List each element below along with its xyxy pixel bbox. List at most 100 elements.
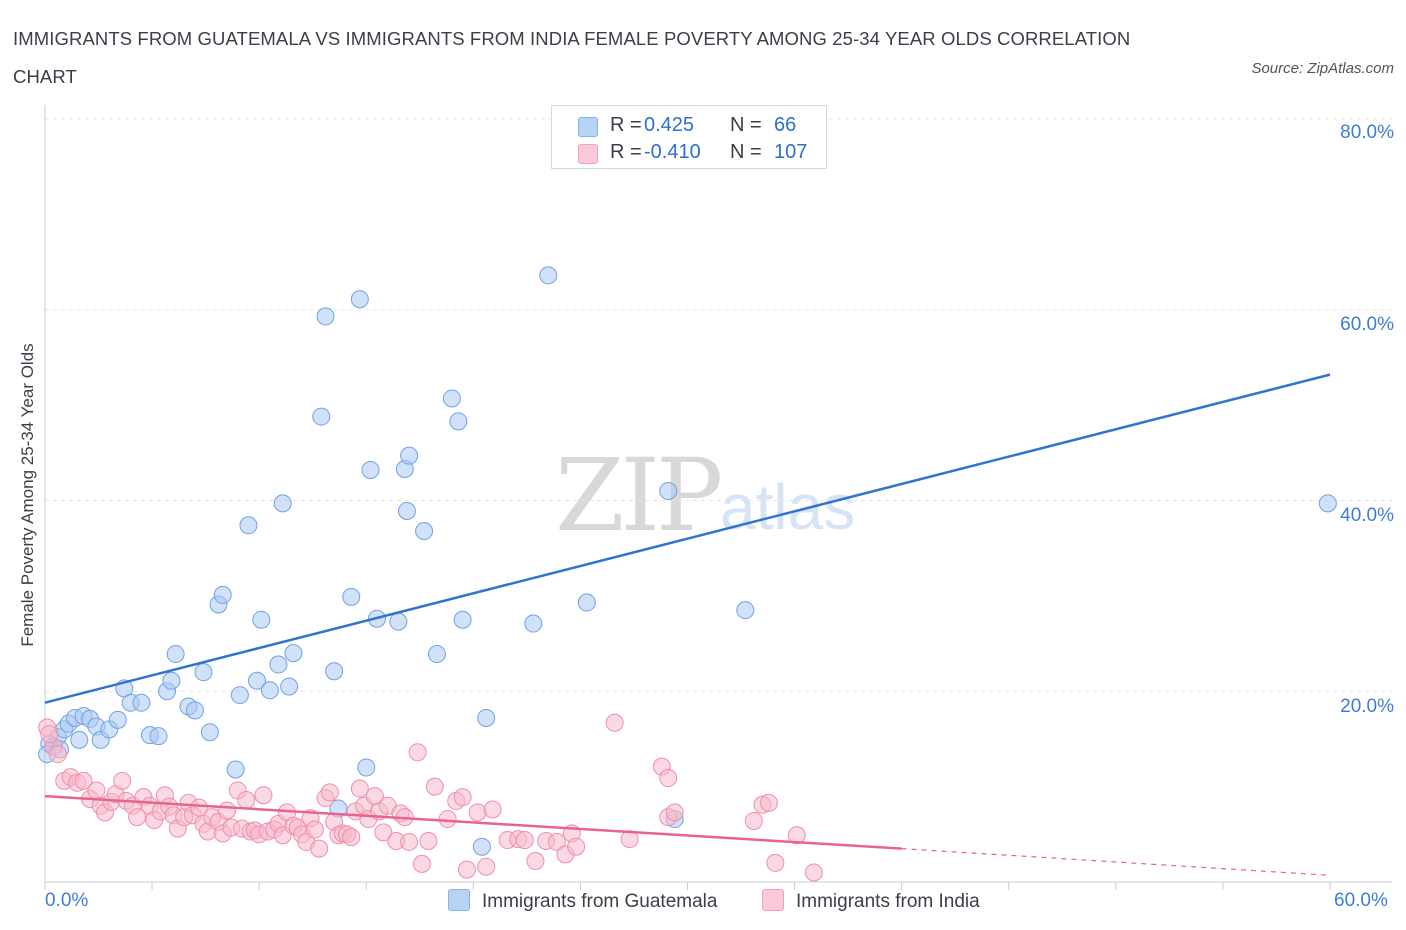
guatemala-swatch xyxy=(578,117,598,137)
india-point xyxy=(787,826,806,845)
india-point xyxy=(515,831,534,850)
guatemala-legend-label: Immigrants from Guatemala xyxy=(482,891,718,912)
guatemala-point xyxy=(577,593,596,612)
india-point xyxy=(310,839,329,858)
india-point xyxy=(605,713,624,732)
guatemala-point xyxy=(350,290,369,309)
india-point xyxy=(218,801,237,820)
india-trend-extension xyxy=(901,848,1331,876)
y-tick-label: 60.0% xyxy=(1340,314,1394,335)
guatemala-point xyxy=(472,837,491,856)
guatemala-point xyxy=(230,686,249,705)
guatemala-point xyxy=(524,614,543,633)
legend-row-india: R = -0.410 N = 107 xyxy=(552,139,826,165)
india-point xyxy=(744,811,763,830)
r-label: R = xyxy=(610,141,642,163)
guatemala-point xyxy=(248,671,267,690)
india-point xyxy=(477,857,496,876)
india-point xyxy=(804,863,823,882)
india-point xyxy=(567,837,586,856)
india-point xyxy=(419,831,438,850)
india-point xyxy=(128,808,147,827)
india-point xyxy=(547,832,566,851)
n-label: N = xyxy=(730,114,762,136)
guatemala-point xyxy=(415,522,434,541)
guatemala-point xyxy=(252,610,271,629)
guatemala-point xyxy=(316,307,335,326)
india-point xyxy=(468,803,487,822)
guatemala-point xyxy=(194,663,213,682)
chart-title: IMMIGRANTS FROM GUATEMALA VS IMMIGRANTS … xyxy=(13,28,1131,87)
guatemala-point xyxy=(389,612,408,631)
india-point xyxy=(408,743,427,762)
y-tick-label: 40.0% xyxy=(1340,505,1394,526)
india-point xyxy=(453,788,472,807)
guatemala-point xyxy=(239,516,258,535)
x-tick-label: 0.0% xyxy=(45,890,89,911)
guatemala-point xyxy=(477,708,496,727)
india-r-value: -0.410 xyxy=(644,141,701,163)
india-point xyxy=(113,771,132,790)
india-point xyxy=(48,745,67,764)
india-point xyxy=(320,783,339,802)
india-n-value: 107 xyxy=(774,141,808,163)
india-point xyxy=(305,820,324,839)
india-point xyxy=(620,830,639,849)
guatemala-n-value: 66 xyxy=(774,114,797,136)
guatemala-point xyxy=(70,730,89,749)
india-point xyxy=(438,810,457,829)
guatemala-point xyxy=(342,587,361,606)
india-point xyxy=(412,854,431,873)
guatemala-point xyxy=(539,266,558,285)
legend-row-guatemala: R = 0.425 N = 66 xyxy=(552,112,826,138)
guatemala-point xyxy=(132,693,151,712)
india-point xyxy=(665,803,684,822)
india-point xyxy=(759,793,778,812)
india-point xyxy=(254,786,273,805)
india-point xyxy=(457,860,476,879)
guatemala-trend-line xyxy=(44,373,1331,704)
r-label: R = xyxy=(610,114,642,136)
guatemala-point xyxy=(166,645,185,664)
watermark-zip: ZIP xyxy=(555,437,723,554)
india-legend-swatch xyxy=(762,889,784,911)
guatemala-point xyxy=(280,677,299,696)
guatemala-point xyxy=(162,671,181,690)
guatemala-point xyxy=(325,662,344,681)
guatemala-point xyxy=(736,601,755,620)
india-point xyxy=(425,777,444,796)
guatemala-point xyxy=(200,723,219,742)
guatemala-point xyxy=(312,407,331,426)
guatemala-point xyxy=(361,460,380,479)
india-point xyxy=(87,781,106,800)
india-trend-line xyxy=(44,794,902,850)
guatemala-point xyxy=(269,655,288,674)
y-tick-label: 80.0% xyxy=(1340,122,1394,143)
india-point xyxy=(526,852,545,871)
y-tick-label: 20.0% xyxy=(1340,696,1394,717)
bottom-legend-guatemala: Immigrants from Guatemala xyxy=(448,889,717,913)
guatemala-point xyxy=(442,389,461,408)
guatemala-point xyxy=(453,610,472,629)
guatemala-point xyxy=(149,727,168,746)
guatemala-point xyxy=(108,710,127,729)
x-tick-label: 60.0% xyxy=(1334,890,1388,911)
india-point xyxy=(342,828,361,847)
guatemala-point xyxy=(284,644,303,663)
guatemala-point xyxy=(659,481,678,500)
guatemala-point xyxy=(427,645,446,664)
india-point xyxy=(40,725,59,744)
y-axis-label: Female Poverty Among 25-34 Year Olds xyxy=(18,343,37,647)
guatemala-point xyxy=(1318,494,1337,513)
india-point xyxy=(237,790,256,809)
guatemala-r-value: 0.425 xyxy=(644,114,695,136)
india-point xyxy=(400,832,419,851)
guatemala-point xyxy=(260,681,279,700)
india-point xyxy=(374,823,393,842)
india-point xyxy=(659,769,678,788)
bottom-legend-india: Immigrants from India xyxy=(762,889,980,913)
india-legend-label: Immigrants from India xyxy=(796,891,980,912)
guatemala-legend-swatch xyxy=(448,889,470,911)
guatemala-point xyxy=(226,760,245,779)
